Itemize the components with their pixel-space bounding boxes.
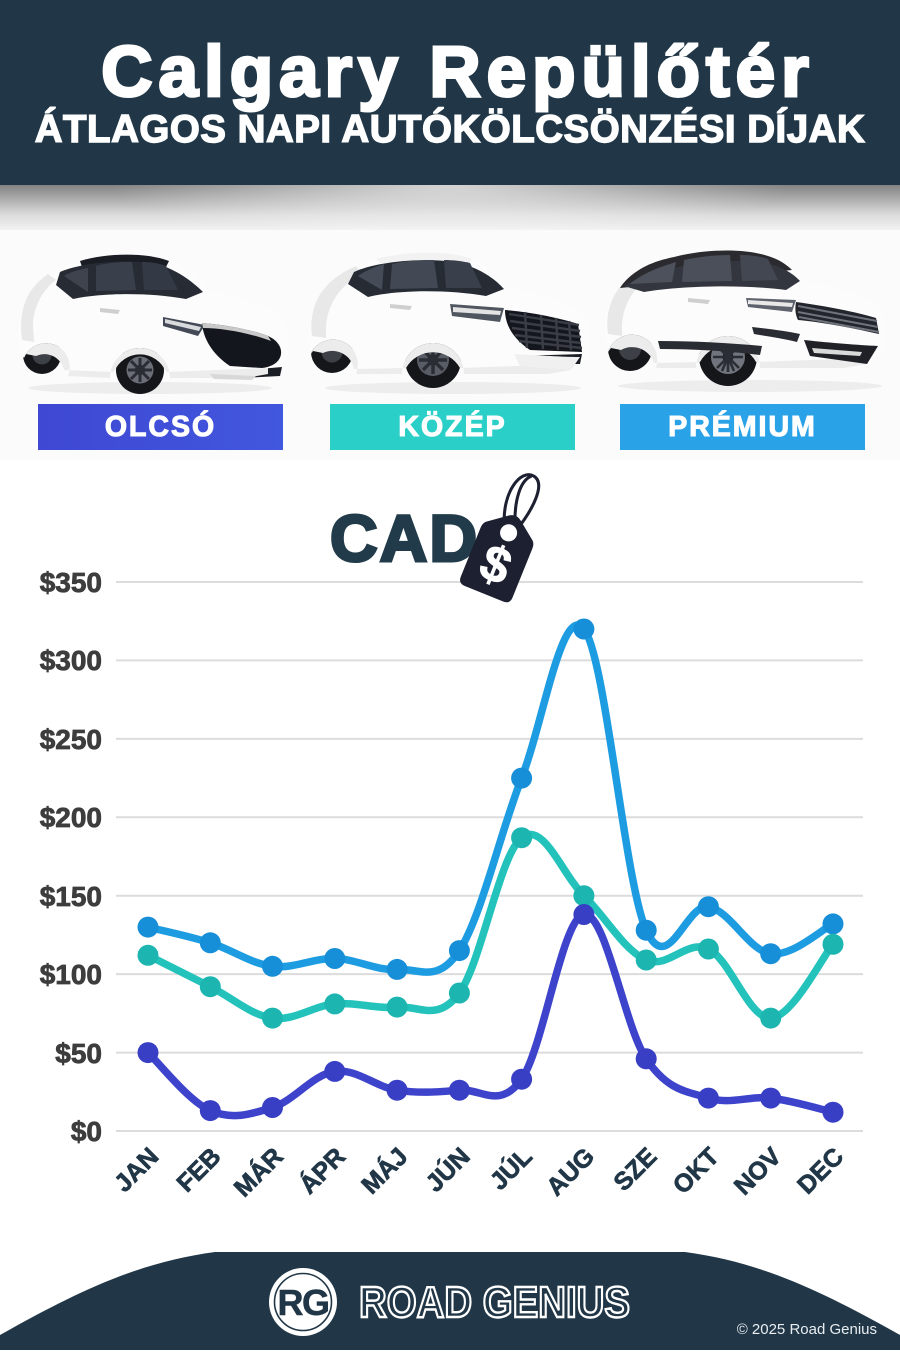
svg-text:$50: $50 [55, 1038, 102, 1069]
svg-text:$250: $250 [40, 724, 102, 755]
svg-text:$0: $0 [71, 1116, 102, 1147]
svg-text:JÚL: JÚL [483, 1141, 538, 1196]
svg-text:$300: $300 [40, 645, 102, 676]
svg-text:FEB: FEB [171, 1142, 226, 1197]
svg-text:JAN: JAN [109, 1142, 164, 1197]
svg-text:$200: $200 [40, 802, 102, 833]
svg-text:AUG: AUG [541, 1142, 600, 1201]
svg-text:MÁJ: MÁJ [356, 1142, 414, 1200]
svg-text:$350: $350 [40, 567, 102, 598]
svg-text:NOV: NOV [729, 1142, 787, 1200]
svg-text:$150: $150 [40, 881, 102, 912]
svg-text:OKT: OKT [668, 1142, 725, 1199]
svg-text:JÚN: JÚN [419, 1141, 476, 1198]
svg-text:$100: $100 [40, 959, 102, 990]
svg-text:ROAD GENIUS: ROAD GENIUS [359, 1278, 630, 1327]
svg-text:SZE: SZE [608, 1142, 662, 1196]
svg-text:ÁPR: ÁPR [293, 1142, 351, 1200]
svg-text:RG: RG [278, 1282, 329, 1323]
svg-text:MÁR: MÁR [228, 1142, 289, 1203]
svg-text:DEC: DEC [792, 1142, 849, 1199]
